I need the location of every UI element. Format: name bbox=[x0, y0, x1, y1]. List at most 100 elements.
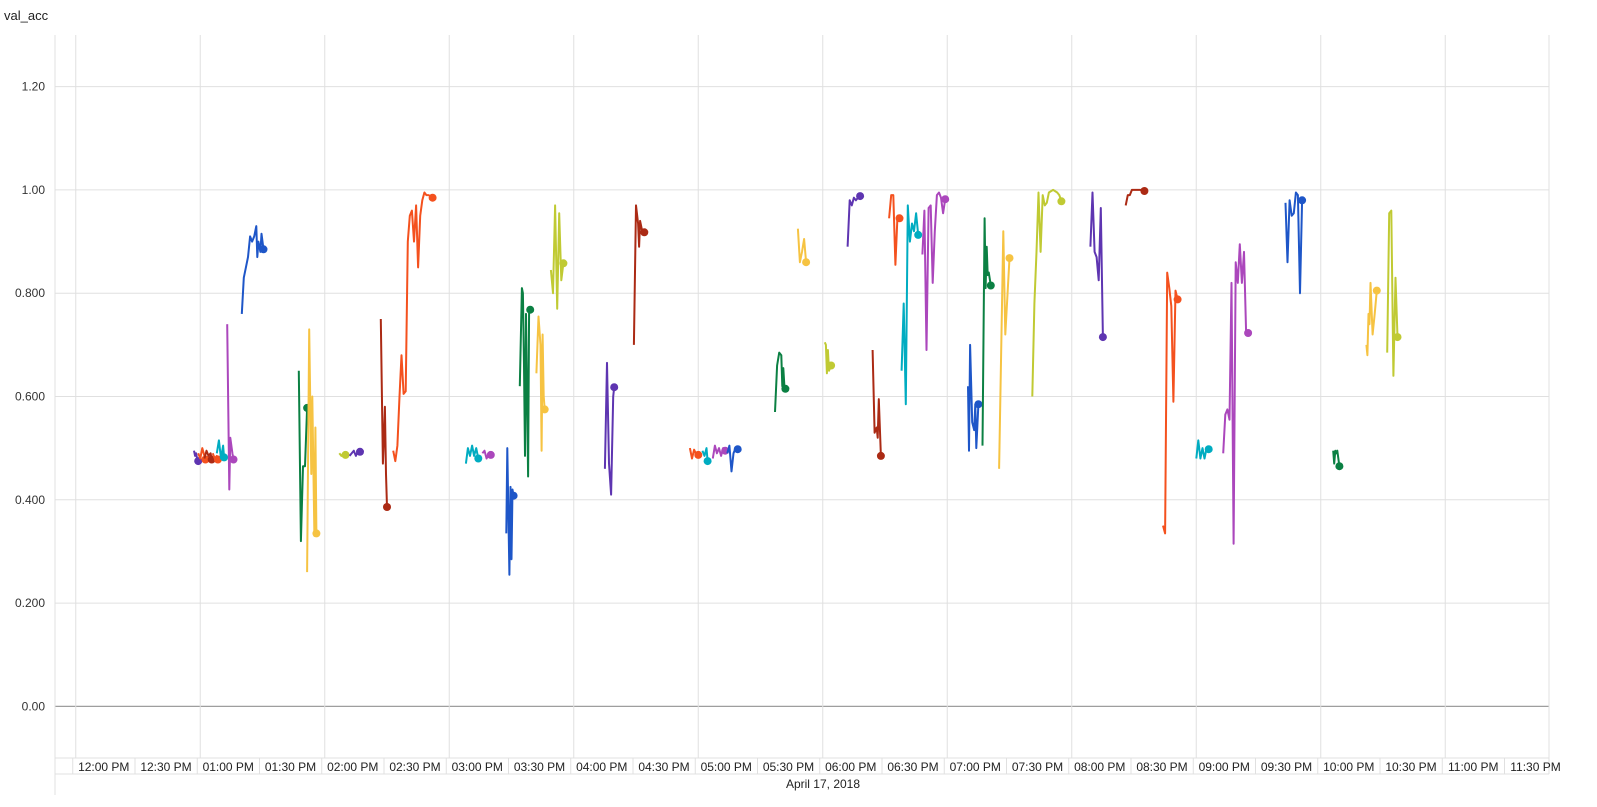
series-line-3 bbox=[203, 449, 213, 460]
series-end-point-9 bbox=[312, 529, 321, 538]
series-end-point-33 bbox=[941, 195, 950, 204]
series-end-point-18 bbox=[540, 405, 549, 414]
x-tick-label: 06:30 PM bbox=[887, 760, 938, 774]
x-tick-label: 09:30 PM bbox=[1261, 760, 1312, 774]
series-line-43 bbox=[1284, 191, 1304, 295]
series-end-point-34 bbox=[974, 400, 983, 409]
x-tick-label: 03:00 PM bbox=[452, 760, 503, 774]
series-end-point-26 bbox=[781, 384, 790, 393]
series-end-point-27 bbox=[802, 258, 811, 267]
series-line-46 bbox=[1386, 209, 1399, 377]
series-end-point-10 bbox=[341, 450, 350, 459]
x-tick-label: 01:00 PM bbox=[203, 760, 254, 774]
series-line-35 bbox=[981, 217, 992, 446]
series-line-16 bbox=[505, 447, 515, 576]
series-end-point-37 bbox=[1057, 197, 1066, 206]
series-end-point-44 bbox=[1335, 462, 1344, 471]
x-tick-label: 07:00 PM bbox=[950, 760, 1001, 774]
series-end-point-43 bbox=[1298, 196, 1307, 205]
series-line-14 bbox=[464, 444, 480, 464]
series-line-36 bbox=[998, 230, 1011, 469]
x-tick-label: 05:00 PM bbox=[701, 760, 752, 774]
series-line-9 bbox=[306, 328, 318, 573]
series-end-point-46 bbox=[1393, 333, 1402, 342]
series-line-44 bbox=[1332, 449, 1341, 467]
y-tick-label: 0.400 bbox=[15, 493, 45, 507]
grid-layer bbox=[54, 35, 1550, 795]
series-line-29 bbox=[846, 195, 861, 247]
x-axis-label: April 17, 2018 bbox=[786, 777, 860, 791]
series-line-18 bbox=[535, 315, 546, 452]
series-line-42 bbox=[1222, 243, 1249, 545]
series-line-13 bbox=[392, 191, 434, 463]
x-tick-label: 01:30 PM bbox=[265, 760, 316, 774]
x-tick-label: 08:00 PM bbox=[1074, 760, 1125, 774]
series-end-point-22 bbox=[694, 450, 703, 459]
series-line-23 bbox=[701, 447, 709, 462]
y-tick-label: 0.200 bbox=[15, 596, 45, 610]
series-end-point-15 bbox=[486, 450, 495, 459]
series-line-8 bbox=[297, 370, 309, 543]
series-layer bbox=[193, 187, 1402, 576]
series-line-26 bbox=[774, 351, 787, 413]
series-line-32 bbox=[900, 204, 920, 406]
series-line-45 bbox=[1365, 281, 1378, 357]
series-end-point-19 bbox=[559, 259, 568, 268]
series-line-40 bbox=[1162, 271, 1179, 535]
series-line-21 bbox=[632, 204, 645, 345]
x-tick-label: 04:30 PM bbox=[638, 760, 689, 774]
x-tick-label: 03:30 PM bbox=[514, 760, 565, 774]
x-tick-label: 12:00 PM bbox=[78, 760, 129, 774]
x-tick-label: 05:30 PM bbox=[763, 760, 814, 774]
series-line-37 bbox=[1031, 188, 1063, 397]
series-line-39 bbox=[1124, 188, 1145, 206]
x-tick-label: 04:00 PM bbox=[576, 760, 627, 774]
series-line-38 bbox=[1089, 191, 1104, 338]
series-line-34 bbox=[967, 343, 980, 452]
series-end-point-17 bbox=[526, 305, 535, 314]
x-tick-label: 10:30 PM bbox=[1385, 760, 1436, 774]
series-line-19 bbox=[549, 204, 565, 310]
x-tick-label: 12:30 PM bbox=[140, 760, 191, 774]
series-end-point-2 bbox=[201, 455, 210, 464]
series-end-point-21 bbox=[640, 228, 649, 237]
series-end-point-7 bbox=[259, 245, 268, 254]
series-line-27 bbox=[796, 228, 808, 264]
axis-layer: 0.00 0.200 0.400 0.600 0.800 1.00 1.20 12:00 PM… bbox=[15, 80, 1561, 774]
series-line-6 bbox=[226, 324, 235, 491]
chart-title: val_acc bbox=[4, 8, 49, 23]
series-line-7 bbox=[240, 225, 265, 314]
x-tick-label: 02:00 PM bbox=[327, 760, 378, 774]
series-end-point-6 bbox=[229, 455, 238, 464]
series-end-point-14 bbox=[474, 454, 483, 463]
x-tick-label: 02:30 PM bbox=[389, 760, 440, 774]
series-end-point-28 bbox=[827, 361, 836, 370]
x-tick-label: 10:00 PM bbox=[1323, 760, 1374, 774]
series-end-point-16 bbox=[509, 491, 518, 500]
y-tick-label: 0.600 bbox=[15, 390, 45, 404]
x-tick-label: 08:30 PM bbox=[1136, 760, 1187, 774]
x-tick-label: 06:00 PM bbox=[825, 760, 876, 774]
series-end-point-11 bbox=[356, 447, 364, 456]
series-end-point-30 bbox=[876, 451, 885, 460]
y-tick-label: 1.00 bbox=[22, 183, 46, 197]
y-tick-label: 0.800 bbox=[15, 286, 45, 300]
series-end-point-23 bbox=[703, 457, 712, 466]
x-tick-label: 11:30 PM bbox=[1510, 760, 1560, 774]
series-end-point-25 bbox=[733, 445, 742, 454]
series-end-point-12 bbox=[383, 503, 391, 511]
series-end-point-5 bbox=[220, 453, 229, 462]
series-line-33 bbox=[921, 191, 947, 351]
series-line-30 bbox=[871, 349, 882, 456]
y-tick-label: 1.20 bbox=[22, 80, 46, 94]
series-end-point-35 bbox=[986, 281, 995, 290]
series-line-17 bbox=[518, 287, 531, 478]
series-end-point-20 bbox=[610, 383, 619, 392]
series-end-point-38 bbox=[1098, 333, 1107, 342]
series-end-point-36 bbox=[1005, 254, 1014, 263]
series-line-31 bbox=[888, 194, 901, 266]
series-end-point-45 bbox=[1372, 286, 1381, 295]
x-tick-label: 09:00 PM bbox=[1199, 760, 1250, 774]
y-tick-label: 0.00 bbox=[22, 699, 46, 713]
